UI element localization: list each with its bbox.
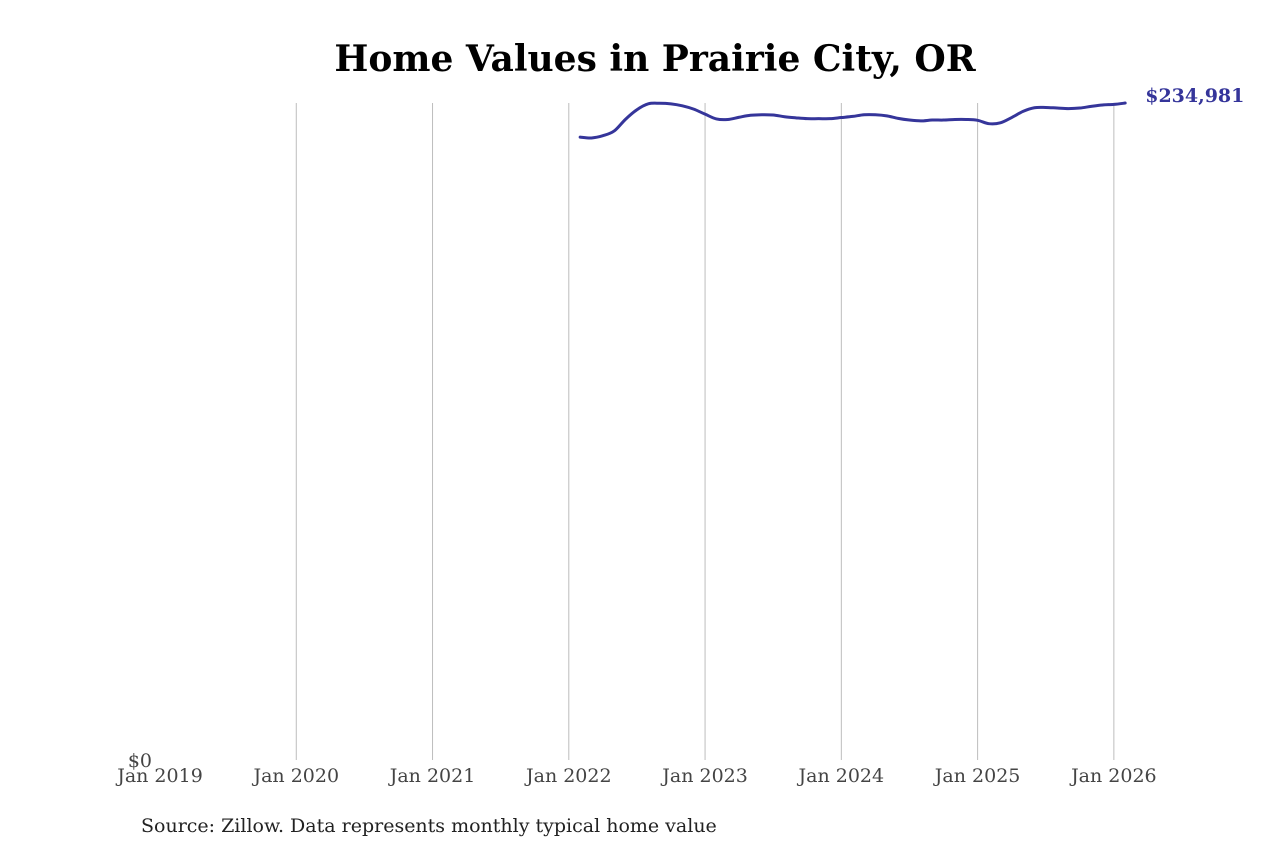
x-tick-label: Jan 2021 <box>388 765 476 787</box>
gridlines <box>295 103 1115 760</box>
x-tick-label: Jan 2026 <box>1069 765 1157 787</box>
end-label-layer: $234,981 <box>1145 85 1244 107</box>
x-tick-label: Jan 2024 <box>797 765 885 787</box>
x-tick-label: Jan 2023 <box>660 765 748 787</box>
series-layer <box>578 101 1127 140</box>
x-tick-label: Jan 2022 <box>524 765 612 787</box>
end-value-label: $234,981 <box>1145 85 1244 107</box>
y-tick-label: $0 <box>128 750 152 772</box>
source-note: Source: Zillow. Data represents monthly … <box>141 815 717 837</box>
x-tick-label: Jan 2019 <box>115 765 203 787</box>
home-value-line <box>578 101 1127 140</box>
x-tick-label: Jan 2020 <box>251 765 339 787</box>
x-axis-ticks: Jan 2019 Jan 2020 Jan 2021 Jan 2022 Jan 2023… <box>115 765 1156 787</box>
x-tick-label: Jan 2025 <box>933 765 1021 787</box>
chart-title: Home Values in Prairie City, OR <box>334 38 976 80</box>
y-axis-ticks: $0 <box>128 750 152 772</box>
